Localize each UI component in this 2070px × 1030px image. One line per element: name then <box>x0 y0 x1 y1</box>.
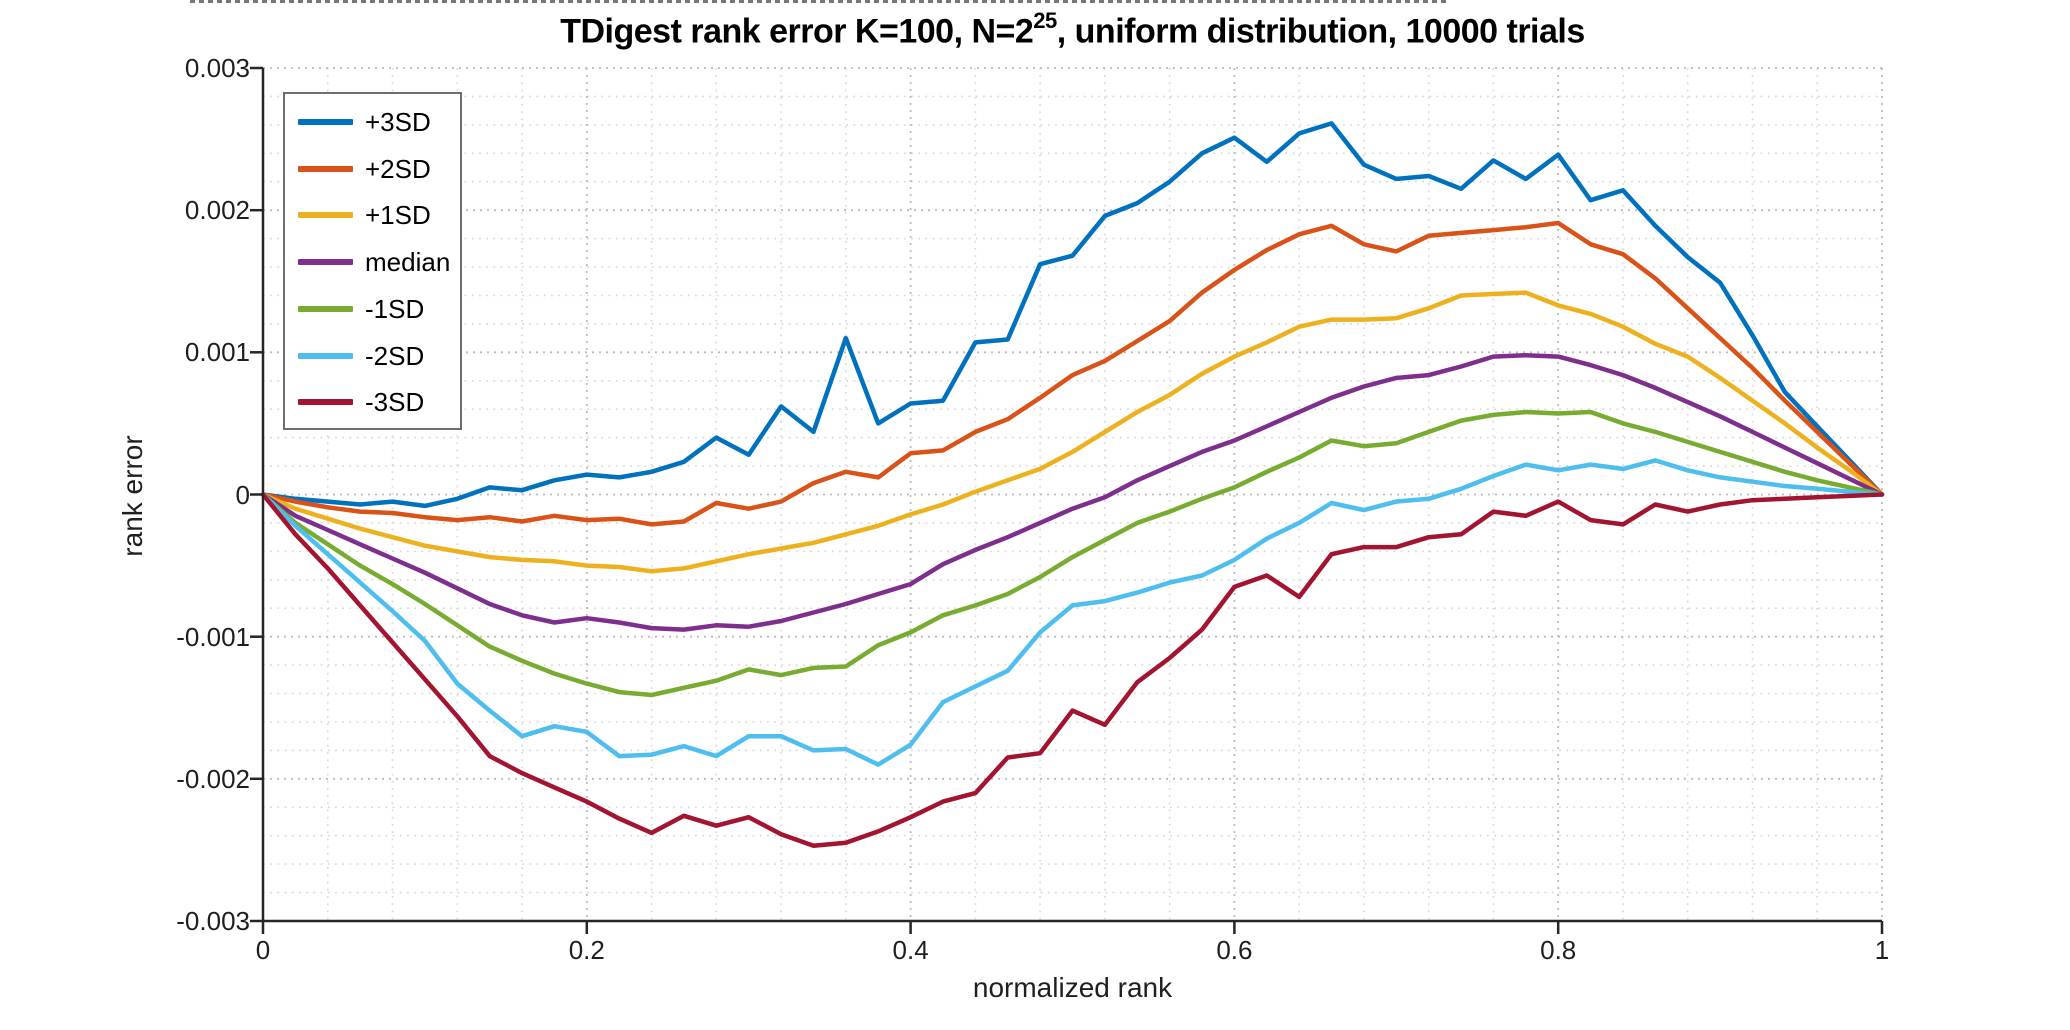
x-tick-label-0: 0 <box>255 935 271 965</box>
chart-title-prefix: TDigest rank error K=100, N=2 <box>560 12 1034 51</box>
x-axis-label: normalized rank <box>972 972 1173 1003</box>
x-tick-label-0.4: 0.4 <box>892 935 929 965</box>
chart-title-suffix: , uniform distribution, 10000 trials <box>1056 12 1586 51</box>
series-line-1sd <box>260 290 1885 574</box>
plot-area <box>250 66 1885 934</box>
legend-line-swatch <box>298 212 353 219</box>
series-line-2sd <box>260 458 1885 767</box>
y-tick-label--0.001: -0.001 <box>176 621 250 652</box>
x-tick-label-0.8: 0.8 <box>1540 935 1577 965</box>
series-line-3sd <box>260 121 1885 509</box>
legend-item-label: +1SD <box>365 200 431 231</box>
x-tick-label-0.6: 0.6 <box>1216 935 1253 965</box>
chart-canvas <box>250 66 1885 934</box>
legend-item-label: -3SD <box>365 387 425 418</box>
y-tick-label--0.002: -0.002 <box>176 763 250 794</box>
legend-item-label: +2SD <box>365 153 431 184</box>
cropped-axis-line-top <box>190 0 1448 3</box>
legend-item-label: median <box>365 247 451 278</box>
legend-item-label: -1SD <box>365 293 425 324</box>
legend-line-swatch <box>298 119 353 125</box>
chart-title-superscript: 25 <box>1033 8 1057 33</box>
legend-line-swatch <box>298 259 353 266</box>
legend-line-swatch <box>298 352 353 359</box>
y-tick-label-0.003: 0.003 <box>184 53 250 83</box>
y-tick-label-0: 0 <box>235 479 250 510</box>
y-tick-label--0.003: -0.003 <box>176 906 250 936</box>
series-line-2sd <box>260 220 1885 527</box>
chart-title: TDigest rank error K=100, N=225, uniform… <box>263 8 1882 51</box>
legend-item-label: -2SD <box>365 340 425 371</box>
legend-item-label: +3SD <box>365 107 431 137</box>
series-line-median <box>260 352 1885 632</box>
x-tick-label-0.2: 0.2 <box>568 935 605 965</box>
series-line-1sd <box>260 409 1885 698</box>
legend-line-swatch <box>298 305 353 312</box>
legend-line-swatch <box>298 165 353 172</box>
y-tick-label-0.001: 0.001 <box>184 337 250 368</box>
series-line-3sd <box>260 492 1885 848</box>
legend-box: +3SD +2SD +1SD median -1SD -2SD -3SD <box>283 92 462 430</box>
y-tick-label-0.002: 0.002 <box>184 195 250 226</box>
x-tick-label-1: 1 <box>1874 935 1890 965</box>
legend-line-swatch <box>298 399 353 406</box>
